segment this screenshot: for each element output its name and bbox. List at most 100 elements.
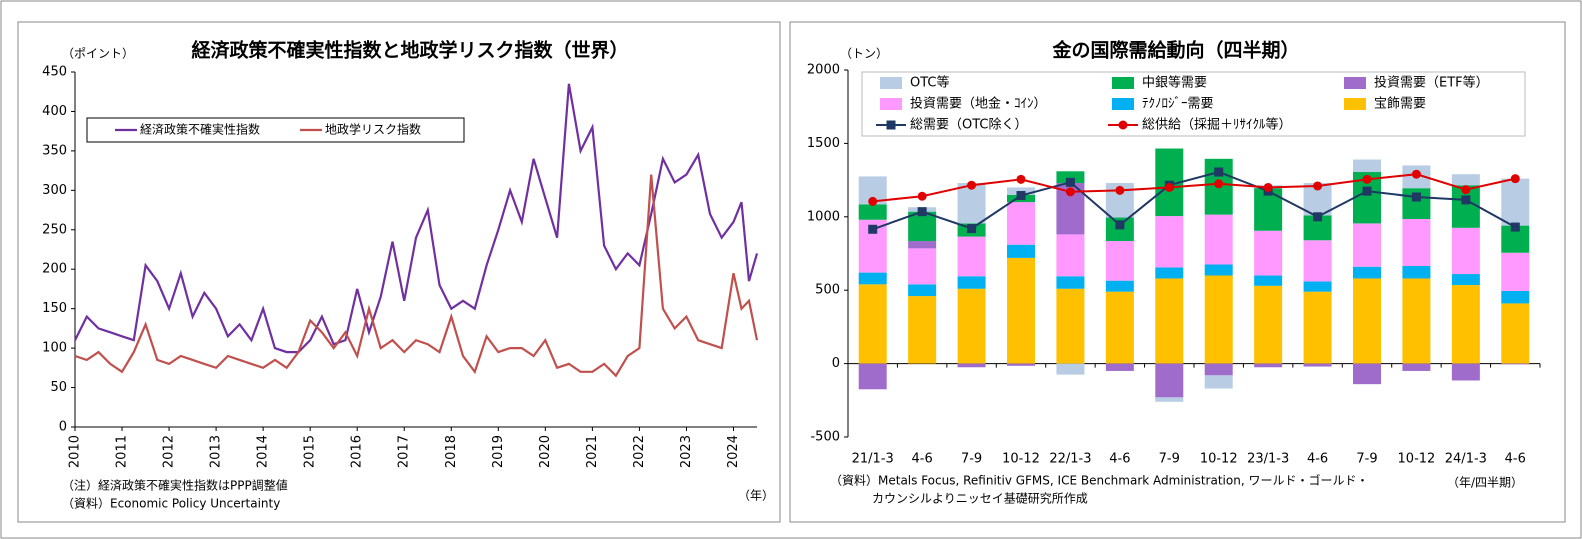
x-tick-label: 4-6 bbox=[912, 452, 933, 467]
marker bbox=[1510, 174, 1520, 184]
note: （注）経済政策不確実性指数はPPP調整値 bbox=[62, 478, 288, 493]
bar-segment bbox=[1353, 363, 1381, 385]
bar-segment bbox=[957, 276, 986, 289]
bar-segment bbox=[1155, 397, 1184, 402]
marker bbox=[1510, 222, 1520, 232]
marker bbox=[1461, 195, 1471, 205]
x-tick-label: 4-6 bbox=[1307, 452, 1328, 467]
chart-title: 経済政策不確実性指数と地政学リスク指数（世界） bbox=[191, 39, 628, 62]
legend-label: 地政学リスク指数 bbox=[325, 122, 421, 137]
marker bbox=[1065, 177, 1075, 187]
y-tick-label: 2000 bbox=[807, 63, 840, 78]
x-tick-label: 7-9 bbox=[1159, 452, 1180, 467]
y-tick-label: 150 bbox=[42, 301, 67, 316]
bar-segment bbox=[1451, 227, 1480, 275]
bar-segment bbox=[1451, 174, 1480, 186]
bar-segment bbox=[1105, 291, 1134, 364]
bar-segment bbox=[1056, 363, 1085, 375]
bar-segment bbox=[957, 363, 986, 368]
marker bbox=[1362, 174, 1372, 184]
bar-segment bbox=[1155, 363, 1184, 398]
bar-segment bbox=[1056, 234, 1085, 277]
legend-marker bbox=[886, 120, 896, 130]
marker bbox=[1214, 167, 1224, 177]
marker bbox=[917, 207, 927, 217]
x-tick-label: 22/1-3 bbox=[1049, 452, 1091, 467]
y-tick-label: 0 bbox=[59, 420, 67, 435]
x-tick-label: 2019 bbox=[491, 435, 506, 468]
bar-segment bbox=[908, 248, 937, 285]
marker bbox=[1214, 179, 1224, 189]
y-tick-label: 400 bbox=[42, 104, 67, 119]
legend-box bbox=[86, 117, 465, 143]
line-series bbox=[872, 173, 1516, 203]
bar-segment bbox=[1451, 363, 1480, 381]
legend-swatch bbox=[880, 77, 902, 89]
marker bbox=[1411, 169, 1421, 179]
marker bbox=[1115, 220, 1125, 230]
x-tick-label: 2014 bbox=[256, 435, 271, 468]
x-unit-label: （年/四半期） bbox=[1447, 476, 1523, 490]
chart-title: 金の国際需給動向（四半期） bbox=[1051, 39, 1299, 62]
x-tick-label: 2018 bbox=[444, 435, 459, 468]
bar-segment bbox=[1155, 278, 1184, 364]
y-tick-label: 100 bbox=[42, 341, 67, 356]
bar-segment bbox=[1501, 178, 1530, 226]
legend-swatch bbox=[1112, 77, 1134, 89]
bar-segment bbox=[1402, 265, 1431, 279]
bar-segment bbox=[1501, 303, 1530, 364]
marker bbox=[1411, 192, 1421, 202]
marker bbox=[1016, 191, 1026, 201]
bar-segment bbox=[1353, 278, 1381, 364]
x-tick-label: 2011 bbox=[115, 435, 130, 468]
marker bbox=[967, 224, 977, 234]
y-tick-label: 1000 bbox=[807, 209, 840, 224]
x-tick-label: 2013 bbox=[209, 435, 224, 468]
bar-segment bbox=[957, 288, 986, 364]
marker bbox=[1115, 185, 1125, 195]
bar-segment bbox=[1105, 241, 1134, 281]
y-tick-label: 200 bbox=[42, 262, 67, 277]
x-tick-label: 21/1-3 bbox=[852, 452, 894, 467]
marker bbox=[1313, 212, 1323, 222]
bar-segment bbox=[1254, 363, 1283, 368]
note: カウンシルよりニッセイ基礎研究所作成 bbox=[872, 491, 1088, 506]
x-tick-label: 2020 bbox=[538, 435, 553, 468]
x-tick-label: 2022 bbox=[632, 435, 647, 468]
x-tick-label: 10-12 bbox=[1002, 452, 1040, 467]
legend-label: 宝飾需要 bbox=[1374, 97, 1426, 112]
x-tick-label: 23/1-3 bbox=[1247, 452, 1289, 467]
legend-swatch bbox=[1112, 98, 1134, 110]
marker bbox=[967, 180, 977, 190]
bar-segment bbox=[1501, 290, 1530, 304]
y-tick-label: 0 bbox=[832, 356, 840, 371]
y-tick-label: 450 bbox=[42, 65, 67, 80]
bar-segment bbox=[1056, 276, 1085, 289]
bar-segment bbox=[1204, 264, 1233, 276]
bar-segment bbox=[1303, 240, 1332, 282]
y-tick-label: 500 bbox=[815, 283, 840, 298]
bar-segment bbox=[858, 272, 887, 285]
x-tick-label: 7-9 bbox=[1356, 452, 1377, 467]
legend-box bbox=[861, 71, 1526, 137]
bar-segment bbox=[1204, 363, 1233, 376]
bar-segment bbox=[858, 284, 887, 364]
bar-segment bbox=[908, 284, 937, 297]
marker bbox=[1016, 174, 1026, 184]
x-tick-label: 7-9 bbox=[961, 452, 982, 467]
legend-label: OTC等 bbox=[910, 75, 950, 91]
bar-segment bbox=[1056, 171, 1085, 184]
legend-marker bbox=[1118, 120, 1128, 130]
bar-segment bbox=[1204, 275, 1233, 364]
bar-segment bbox=[1254, 230, 1283, 276]
bar-segment bbox=[1451, 274, 1480, 286]
legend-label: 総需要（OTC除く） bbox=[910, 118, 1028, 133]
y-tick-label: -500 bbox=[810, 430, 840, 445]
bar-segment bbox=[1254, 285, 1283, 364]
legend-label: 総供給（採掘＋ﾘｻｲｸﾙ等） bbox=[1142, 117, 1292, 133]
legend-swatch bbox=[1344, 98, 1366, 110]
x-tick-label: 2021 bbox=[585, 435, 600, 468]
bar-segment bbox=[1155, 216, 1184, 268]
